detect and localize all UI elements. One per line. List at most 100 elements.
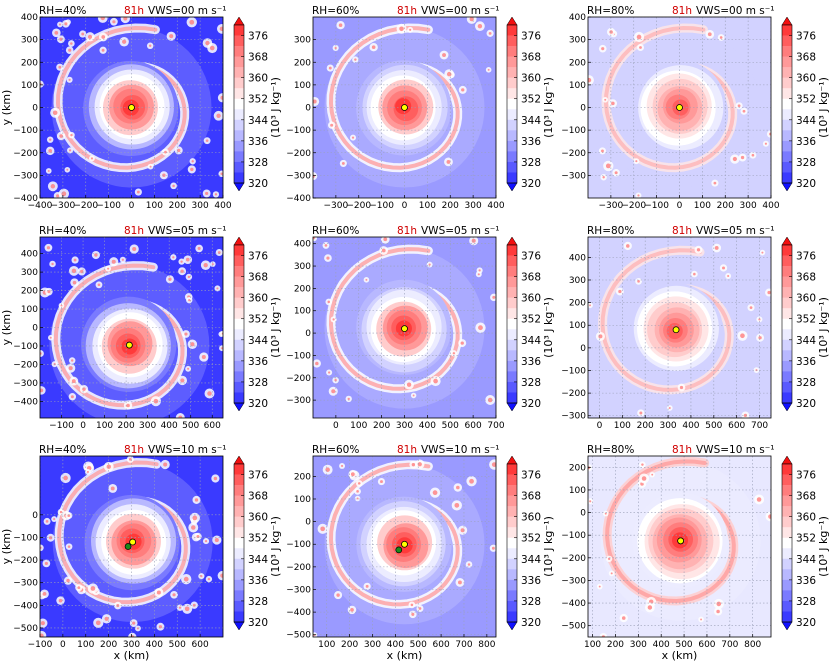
- colorbar-segment: [782, 381, 792, 393]
- convective-cell-core: [201, 354, 206, 360]
- colorbar-extend-min: [506, 621, 518, 631]
- colorbar-tick-label: 344: [521, 115, 541, 127]
- colorbar-extend-max: [781, 236, 793, 246]
- colorbar-segment: [782, 485, 792, 496]
- y-tick-label: −200: [286, 149, 311, 159]
- y-tick-label: −100: [286, 126, 311, 136]
- x-tick-label: 600: [728, 421, 745, 431]
- convective-cell-core: [487, 397, 493, 403]
- convective-cell-core: [452, 352, 456, 355]
- colorbar-segment: [782, 371, 792, 383]
- convective-cell-core: [454, 502, 460, 508]
- panel-2-2-field: [588, 456, 771, 637]
- convective-cell-core: [418, 607, 422, 610]
- colorbar-segment: [507, 287, 517, 298]
- colorbar-tick-label: 320: [796, 617, 816, 629]
- convective-cell-rim: [599, 633, 608, 637]
- y-tick-label: 300: [21, 268, 38, 278]
- y-tick-label: −500: [13, 624, 38, 634]
- x-tick-label: 300: [659, 421, 676, 431]
- rh-label: RH=40%: [39, 225, 86, 237]
- colorbar-tick-label: 328: [796, 377, 816, 389]
- colorbar-tick-label: 320: [796, 178, 816, 190]
- colorbar-segment: [782, 276, 792, 288]
- x-tick-label: 300: [139, 421, 156, 431]
- colorbar-tick-label: 368: [796, 52, 816, 64]
- convective-cell-core: [66, 578, 70, 583]
- colorbar-segment: [234, 98, 244, 110]
- x-tick-label: 100: [584, 640, 601, 650]
- colorbar-segment: [507, 569, 517, 581]
- convective-cell-core: [197, 246, 201, 251]
- colorbar-segment: [782, 392, 792, 404]
- colorbar-segment: [234, 46, 244, 57]
- colorbar-segment: [507, 255, 517, 267]
- panel-1-2-field: [588, 237, 771, 418]
- hour-label: 81h: [397, 225, 417, 237]
- convective-cell-core: [588, 466, 590, 470]
- convective-cell-core: [82, 387, 86, 391]
- x-tick-label: 100: [614, 421, 631, 431]
- colorbar-segment: [507, 558, 517, 570]
- hour-label: 81h: [124, 5, 144, 17]
- convective-cell-core: [90, 157, 94, 160]
- colorbar-segment: [234, 172, 244, 184]
- y-tick-label: −400: [561, 599, 586, 609]
- convective-cell-core: [767, 290, 771, 295]
- convective-cell-core: [156, 590, 161, 595]
- colorbar-segment: [234, 35, 244, 47]
- colorbar-tick-label: 360: [796, 73, 816, 85]
- colorbar-tick-label: 368: [521, 272, 541, 284]
- storm-center-marker: [401, 540, 408, 548]
- colorbar-tick-label: 336: [796, 575, 816, 587]
- y-tick-label: 200: [294, 284, 311, 294]
- colorbar-segment: [507, 360, 517, 372]
- colorbar-extend-max: [506, 16, 518, 26]
- convective-cell-core: [112, 20, 116, 24]
- colorbar-segment: [782, 579, 792, 591]
- convective-cell-core: [461, 88, 465, 92]
- convective-cell-core: [467, 563, 471, 566]
- colorbar-segment: [507, 151, 517, 163]
- convective-cell-core: [40, 633, 44, 637]
- x-tick-label: 600: [433, 640, 450, 650]
- colorbar-segment: [234, 485, 244, 496]
- colorbar-tick-label: 344: [521, 554, 541, 566]
- colorbar-extend-max: [506, 236, 518, 246]
- colorbar-segment: [782, 130, 792, 142]
- convective-cell-core: [383, 237, 388, 242]
- x-tick-label: 400: [762, 201, 779, 211]
- colorbar-segment: [782, 25, 792, 36]
- y-tick-label: −200: [561, 389, 586, 399]
- y-tick-label: −300: [13, 579, 38, 589]
- colorbar-segment: [234, 339, 244, 351]
- y-tick-label: 300: [21, 36, 38, 46]
- x-tick-label: 600: [192, 640, 209, 650]
- x-tick-label: −200: [346, 201, 371, 211]
- x-tick-label: 400: [214, 201, 231, 211]
- colorbar-segment: [234, 371, 244, 383]
- y-tick-label: 200: [569, 463, 586, 473]
- colorbar-label: (10³ J kg⁻¹): [269, 516, 282, 577]
- convective-cell-core: [71, 268, 77, 274]
- colorbar-tick-label: 360: [248, 293, 268, 305]
- convective-cell-core: [365, 584, 369, 588]
- colorbar-tick-label: 360: [796, 293, 816, 305]
- convective-cell-core: [47, 169, 50, 172]
- convective-cell-core: [204, 539, 208, 543]
- colorbar-segment: [782, 109, 792, 121]
- y-tick-label: 0: [580, 509, 586, 519]
- colorbar-segment: [507, 77, 517, 89]
- vws-label: VWS=05 m s⁻¹: [421, 225, 500, 237]
- convective-cell-core: [478, 325, 483, 331]
- colorbar-tick-label: 352: [796, 314, 816, 326]
- colorbar-segment: [507, 109, 517, 121]
- convective-cell-core: [637, 280, 640, 283]
- x-tick-label: 0: [597, 421, 603, 431]
- colorbar-segment: [234, 590, 244, 602]
- colorbar-segment: [507, 35, 517, 47]
- colorbar-segment: [782, 56, 792, 68]
- convective-cell-core: [216, 287, 219, 290]
- convective-cell-core: [740, 155, 745, 160]
- colorbar-segment: [782, 161, 792, 173]
